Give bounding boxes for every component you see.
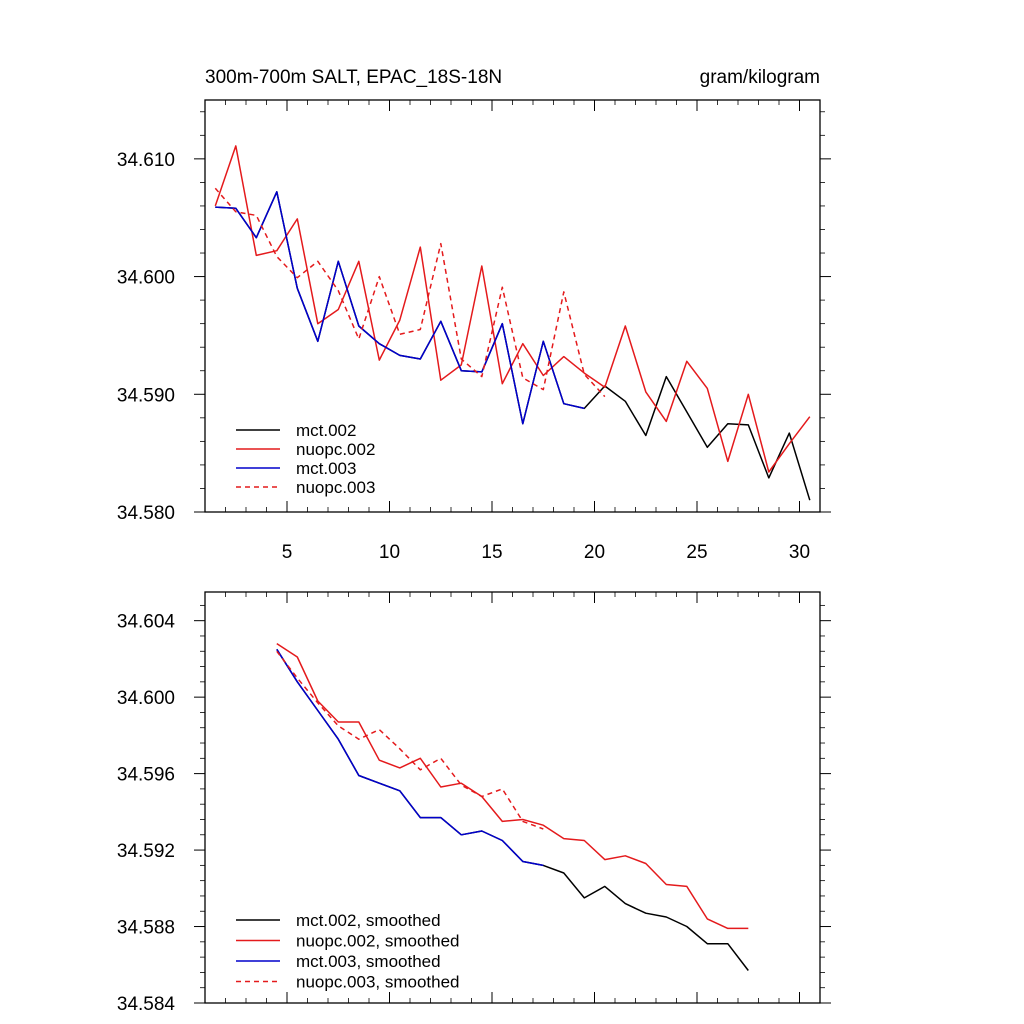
legend-label: mct.002, smoothed xyxy=(296,911,441,930)
legend-label: mct.002 xyxy=(296,421,356,440)
legend-label: nuopc.003, smoothed xyxy=(296,973,460,992)
legend-label: mct.003 xyxy=(296,459,356,478)
y-tick-label: 34.592 xyxy=(117,841,175,862)
x-tick-label: 5 xyxy=(282,542,293,563)
x-tick-label: 15 xyxy=(481,542,502,563)
series-line xyxy=(214,187,606,398)
series-line xyxy=(215,191,585,425)
x-tick-label: 20 xyxy=(584,542,605,563)
x-tick-label: 25 xyxy=(686,542,707,563)
y-tick-label: 34.600 xyxy=(117,268,175,289)
series-line xyxy=(214,145,811,473)
y-tick-label: 34.580 xyxy=(117,503,175,524)
legend-label: nuopc.003 xyxy=(296,478,375,497)
chart-title: 300m-700m SALT, EPAC_18S-18N xyxy=(205,67,502,88)
x-tick-label: 10 xyxy=(379,542,400,563)
series-line xyxy=(276,642,749,930)
chart-units: gram/kilogram xyxy=(700,67,820,88)
top-panel: 5 10 15 20 25 30 34.580 34.590 34.600 34.610 300m-… xyxy=(117,67,831,563)
legend-label: nuopc.002 xyxy=(296,440,375,459)
y-tick-label: 34.590 xyxy=(117,385,175,406)
y-tick-label: 34.610 xyxy=(117,150,175,171)
x-tick-label: 30 xyxy=(789,542,810,563)
bottom-panel: 34.584 34.588 34.592 34.596 34.600 34.604 mct.… xyxy=(117,591,831,1015)
y-tick-label: 34.584 xyxy=(117,994,176,1015)
y-tick-label: 34.600 xyxy=(117,688,175,709)
legend-label: nuopc.002, smoothed xyxy=(296,932,460,951)
series-line xyxy=(276,650,544,830)
y-tick-label: 34.604 xyxy=(117,612,176,633)
y-tick-label: 34.588 xyxy=(117,918,175,939)
legend-label: mct.003, smoothed xyxy=(296,952,441,971)
y-tick-label: 34.596 xyxy=(117,765,175,786)
series-line xyxy=(276,648,544,867)
